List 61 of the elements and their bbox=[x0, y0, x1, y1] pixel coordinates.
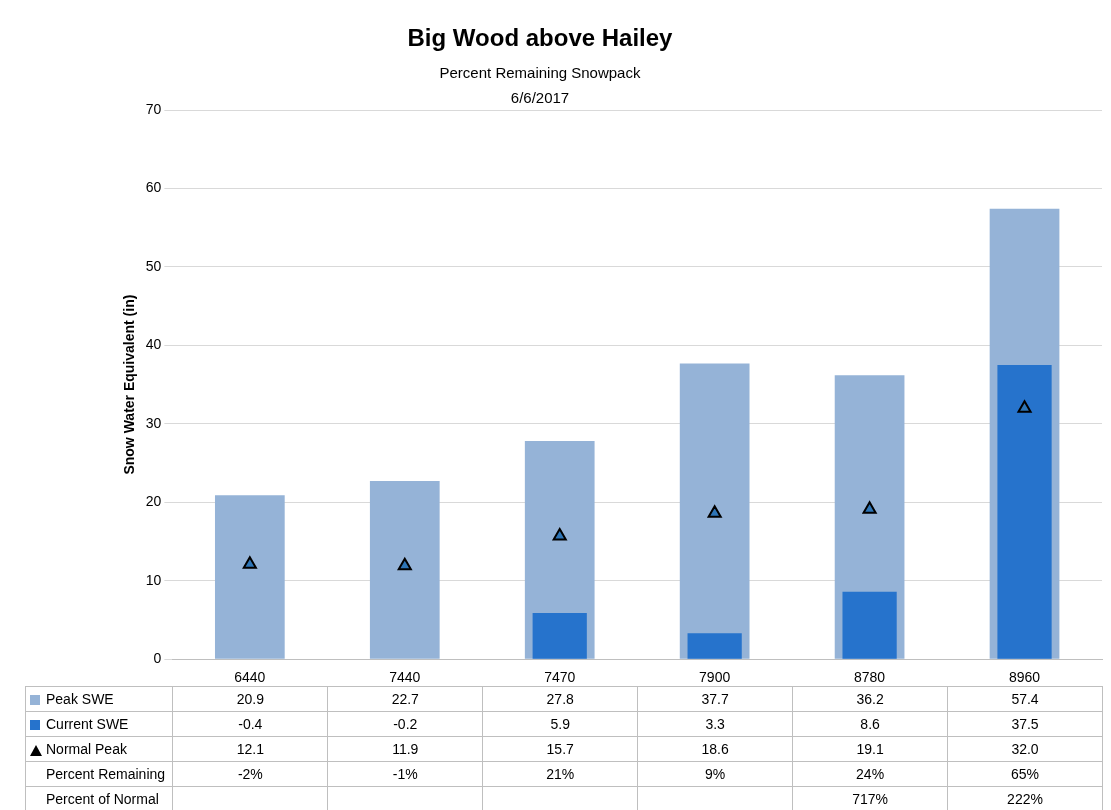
text: 24% bbox=[792, 761, 948, 787]
point bbox=[397, 557, 412, 571]
bar bbox=[532, 612, 587, 659]
data-label: 27.8 bbox=[482, 686, 638, 712]
x-tick-label: 8960 bbox=[1008, 669, 1041, 686]
bar bbox=[679, 363, 750, 659]
x-tick-label: 7900 bbox=[699, 669, 731, 686]
text: 21% bbox=[482, 761, 638, 787]
data-label: 5.9 bbox=[482, 711, 638, 737]
point bbox=[552, 528, 567, 541]
legend-label: Normal Peak bbox=[25, 736, 173, 762]
text: -1% bbox=[327, 761, 483, 787]
data-label: 37.7 bbox=[637, 686, 793, 712]
data-label: 18.6 bbox=[637, 736, 793, 762]
point bbox=[707, 505, 722, 518]
y-tick-label: 70 bbox=[145, 100, 162, 117]
x-tick-label: 7440 bbox=[389, 669, 421, 686]
data-label: 37.5 bbox=[947, 711, 1103, 737]
text: 65% bbox=[947, 761, 1103, 787]
data-label: 15.7 bbox=[482, 736, 638, 762]
x-tick-label: 7470 bbox=[544, 669, 576, 686]
data-label: 11.9 bbox=[327, 736, 483, 762]
text: Percent of Normal bbox=[25, 786, 173, 810]
bar bbox=[842, 591, 897, 659]
point bbox=[1017, 400, 1032, 413]
chart-title: Big Wood above Hailey bbox=[406, 24, 674, 52]
y-tick-label: 0 bbox=[153, 650, 162, 667]
text: -0.2 bbox=[393, 716, 418, 732]
legend-label: Peak SWE bbox=[25, 686, 173, 712]
data-label: 8.6 bbox=[792, 711, 948, 737]
y-tick-label: 20 bbox=[145, 493, 162, 510]
data-label: 32.0 bbox=[947, 736, 1103, 762]
text: 222% bbox=[947, 786, 1103, 810]
y-tick-label: 30 bbox=[145, 414, 162, 431]
point bbox=[862, 501, 877, 514]
data-label: 12.1 bbox=[172, 736, 328, 762]
data-label: 22.7 bbox=[327, 686, 483, 712]
text: Percent Remaining bbox=[25, 761, 173, 787]
text: -2% bbox=[172, 761, 328, 787]
data-label: 36.2 bbox=[792, 686, 948, 712]
y-tick-label: 10 bbox=[145, 571, 162, 588]
y-tick-label: 40 bbox=[145, 336, 162, 353]
data-label: 57.4 bbox=[947, 686, 1103, 712]
x-tick-label: 6440 bbox=[234, 669, 266, 686]
bar bbox=[687, 633, 742, 659]
text: 717% bbox=[792, 786, 948, 810]
y-tick-label: 50 bbox=[145, 257, 162, 274]
point bbox=[242, 556, 257, 569]
y-tick-label: 60 bbox=[145, 179, 162, 196]
y-axis-title: Snow Water Equivalent (in) bbox=[121, 294, 138, 475]
legend-label: Current SWE bbox=[25, 711, 173, 737]
data-label: 19.1 bbox=[792, 736, 948, 762]
bar bbox=[997, 364, 1052, 659]
data-label: 3.3 bbox=[637, 711, 793, 737]
text: -0.4 bbox=[238, 716, 263, 732]
x-tick-label: 8780 bbox=[854, 669, 886, 686]
data-label: 20.9 bbox=[172, 686, 328, 712]
chart-subtitle: Percent Remaining Snowpack 6/6/2017 bbox=[438, 63, 642, 108]
bar bbox=[369, 481, 440, 659]
text: 9% bbox=[637, 761, 793, 787]
bar bbox=[214, 495, 285, 659]
